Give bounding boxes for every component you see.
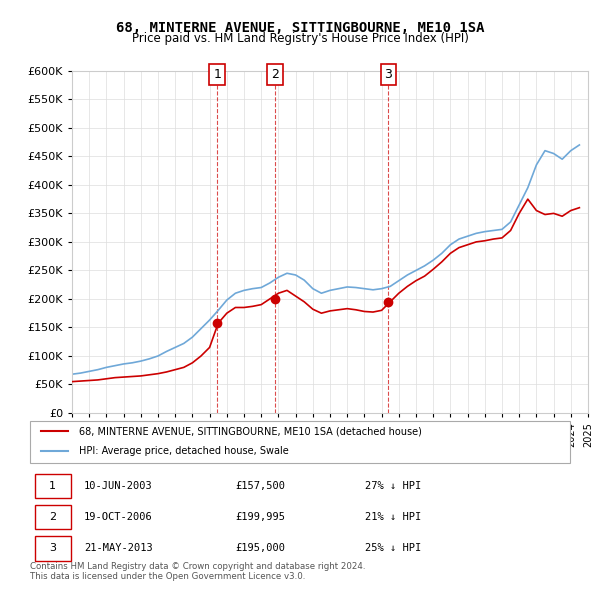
Text: 3: 3: [385, 68, 392, 81]
Text: £199,995: £199,995: [235, 512, 285, 522]
Text: 68, MINTERNE AVENUE, SITTINGBOURNE, ME10 1SA: 68, MINTERNE AVENUE, SITTINGBOURNE, ME10…: [116, 21, 484, 35]
Text: HPI: Average price, detached house, Swale: HPI: Average price, detached house, Swal…: [79, 446, 289, 456]
Text: 1: 1: [49, 481, 56, 491]
FancyBboxPatch shape: [30, 421, 570, 463]
Text: £195,000: £195,000: [235, 543, 285, 553]
FancyBboxPatch shape: [35, 474, 71, 498]
Text: Contains HM Land Registry data © Crown copyright and database right 2024.
This d: Contains HM Land Registry data © Crown c…: [30, 562, 365, 581]
Text: £157,500: £157,500: [235, 481, 285, 491]
Text: 27% ↓ HPI: 27% ↓ HPI: [365, 481, 421, 491]
FancyBboxPatch shape: [35, 536, 71, 560]
FancyBboxPatch shape: [35, 505, 71, 529]
Text: 68, MINTERNE AVENUE, SITTINGBOURNE, ME10 1SA (detached house): 68, MINTERNE AVENUE, SITTINGBOURNE, ME10…: [79, 427, 421, 436]
Text: 19-OCT-2006: 19-OCT-2006: [84, 512, 153, 522]
Text: 2: 2: [49, 512, 56, 522]
Text: 3: 3: [49, 543, 56, 553]
Text: 2: 2: [271, 68, 279, 81]
Text: 10-JUN-2003: 10-JUN-2003: [84, 481, 153, 491]
Text: 21% ↓ HPI: 21% ↓ HPI: [365, 512, 421, 522]
Text: 25% ↓ HPI: 25% ↓ HPI: [365, 543, 421, 553]
Text: Price paid vs. HM Land Registry's House Price Index (HPI): Price paid vs. HM Land Registry's House …: [131, 32, 469, 45]
Text: 21-MAY-2013: 21-MAY-2013: [84, 543, 153, 553]
Text: 1: 1: [213, 68, 221, 81]
